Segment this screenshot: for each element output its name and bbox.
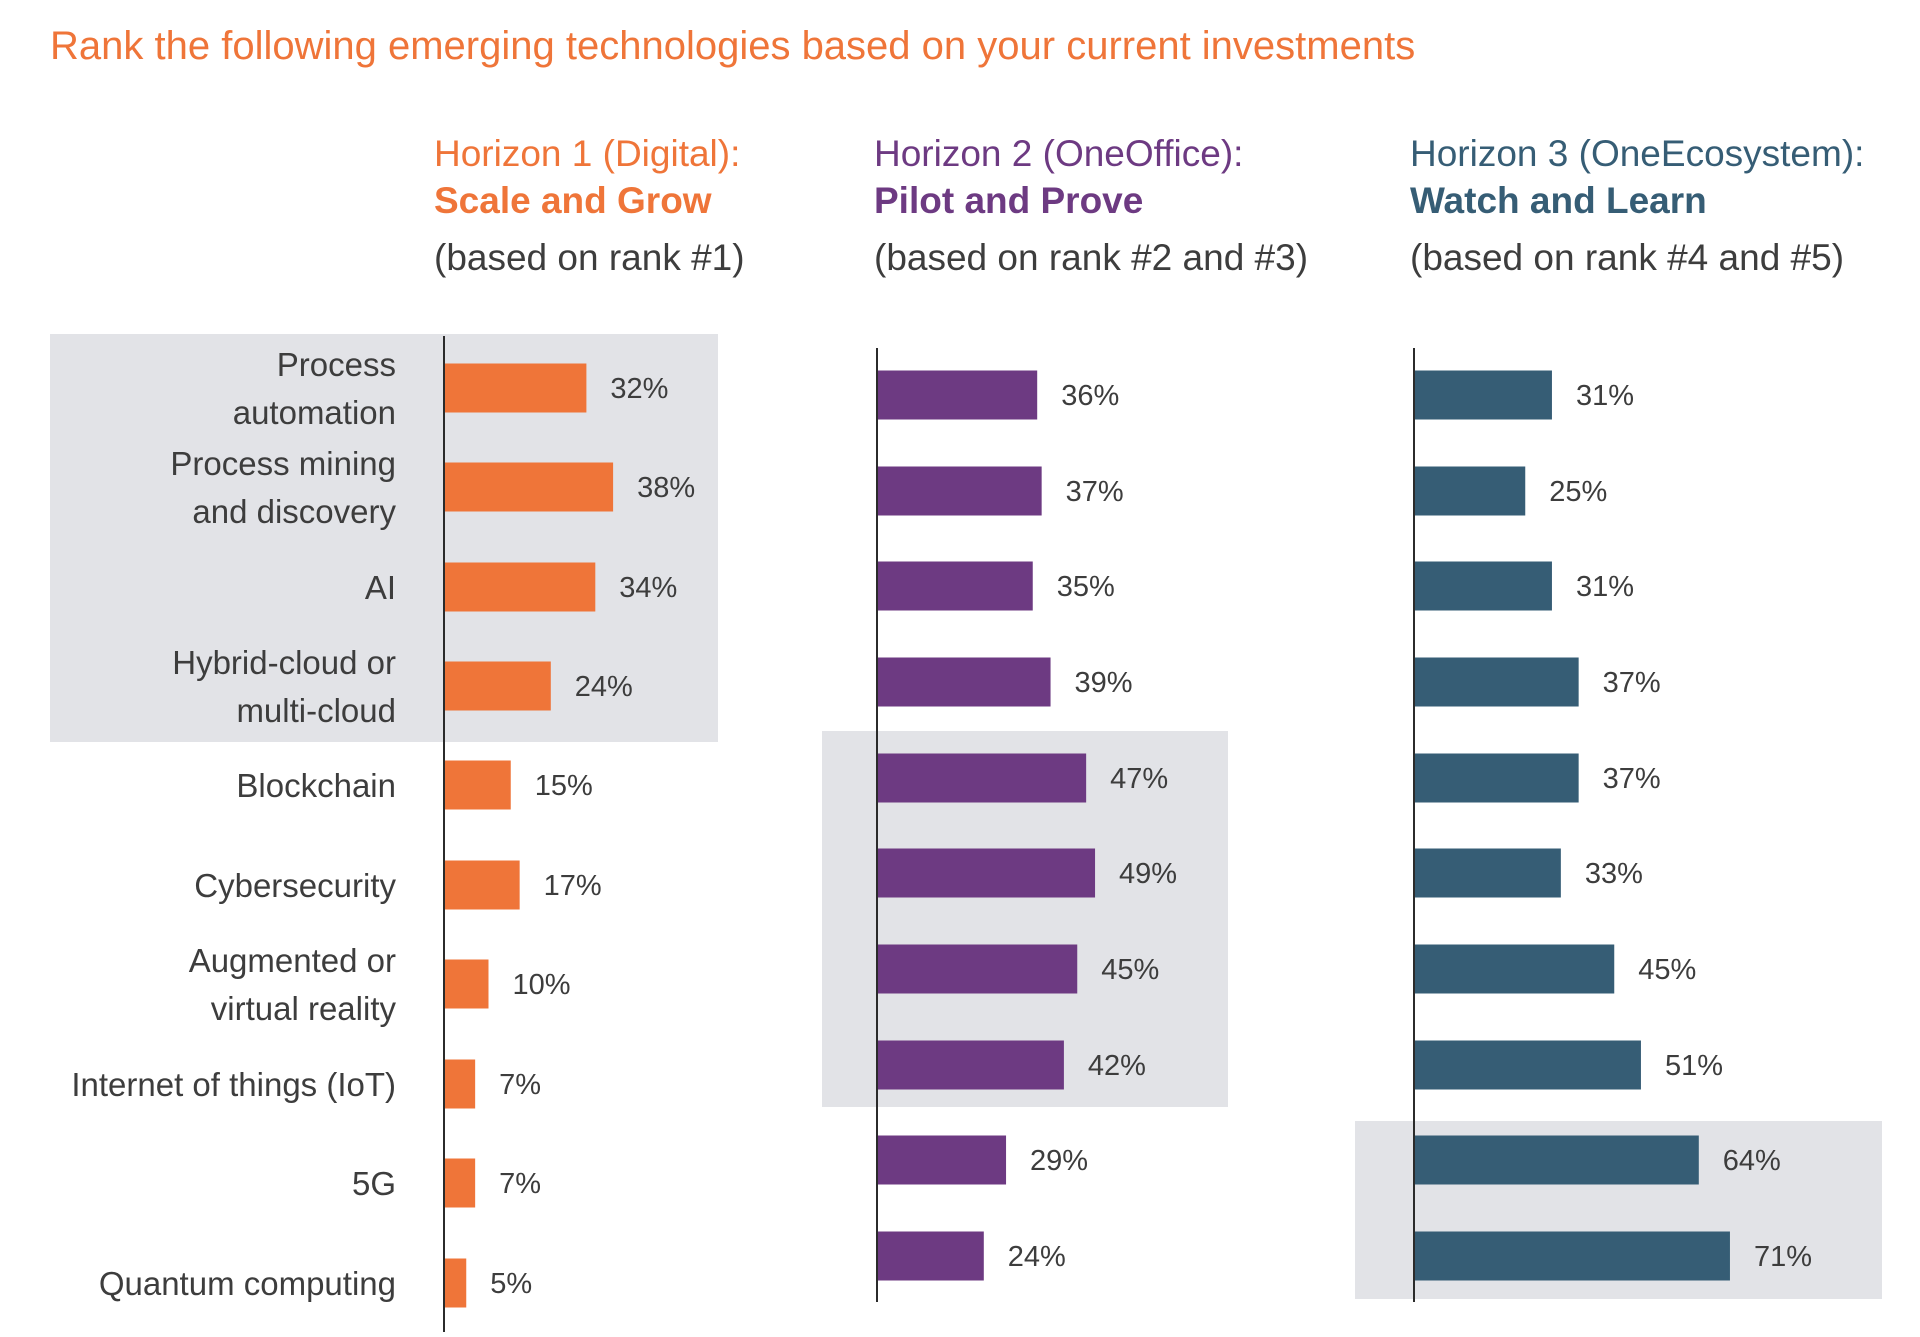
category-label-7-line-2: virtual reality — [211, 990, 397, 1027]
horizon-3-bar-1 — [1414, 370, 1552, 420]
horizon-1-data-label-9: 7% — [499, 1168, 541, 1200]
horizon-2-title: Horizon 2 (OneOffice): — [874, 133, 1244, 174]
horizon-2-header: Horizon 2 (OneOffice): Pilot and Prove (… — [874, 130, 1308, 281]
horizon-1-data-label-6: 17% — [544, 870, 602, 902]
horizon-3-data-label-5: 37% — [1603, 763, 1661, 795]
horizon-1-bar-9 — [444, 1158, 476, 1208]
horizon-3-data-label-1: 31% — [1576, 380, 1634, 412]
horizon-1-data-label-4: 24% — [575, 671, 633, 703]
horizon-2-data-label-6: 49% — [1119, 858, 1177, 890]
horizon-2-bar-10 — [877, 1231, 984, 1281]
horizon-1-data-label-1: 32% — [610, 373, 668, 405]
horizon-1-data-label-10: 5% — [490, 1268, 532, 1300]
horizon-2-bar-2 — [877, 466, 1042, 516]
horizon-3-data-label-9: 64% — [1723, 1145, 1781, 1177]
horizon-3-header: Horizon 3 (OneEcosystem): Watch and Lear… — [1410, 130, 1864, 281]
category-label-2-line-2: and discovery — [192, 493, 396, 530]
horizon-2-data-label-9: 29% — [1030, 1145, 1088, 1177]
horizon-3-bar-6 — [1414, 848, 1561, 898]
horizon-2-bar-4 — [877, 657, 1051, 707]
horizon-2-bar-8 — [877, 1040, 1064, 1090]
category-label-1-line-2: automation — [233, 394, 396, 431]
horizon-2-bar-9 — [877, 1135, 1007, 1185]
horizon-3-basis: (based on rank #4 and #5) — [1410, 237, 1845, 278]
horizon-2-data-label-10: 24% — [1008, 1241, 1066, 1273]
horizon-1-basis: (based on rank #1) — [434, 237, 745, 278]
category-label-4-line-2: multi-cloud — [236, 692, 396, 729]
horizon-3-data-label-6: 33% — [1585, 858, 1643, 890]
category-label-9: 5G — [352, 1165, 396, 1202]
horizon-2-data-label-8: 42% — [1088, 1050, 1146, 1082]
horizon-3-bar-10 — [1414, 1231, 1730, 1281]
category-label-8: Internet of things (IoT) — [71, 1066, 396, 1103]
horizon-2-data-label-5: 47% — [1110, 763, 1168, 795]
horizon-3-bar-9 — [1414, 1135, 1699, 1185]
horizon-2-bar-3 — [877, 561, 1033, 611]
category-label-1-line-1: Process — [277, 346, 396, 383]
horizon-1-title: Horizon 1 (Digital): — [434, 133, 741, 174]
horizon-3-data-label-8: 51% — [1665, 1050, 1723, 1082]
category-label-6: Cybersecurity — [194, 867, 396, 904]
horizon-1-data-label-2: 38% — [637, 472, 695, 504]
horizon-3-bar-8 — [1414, 1040, 1641, 1090]
horizon-1-bar-7 — [444, 959, 489, 1009]
horizon-1-bar-1 — [444, 363, 587, 413]
horizon-1-bar-2 — [444, 462, 614, 512]
category-label-3: AI — [365, 569, 396, 606]
horizon-3-data-label-3: 31% — [1576, 571, 1634, 603]
horizon-2-data-label-4: 39% — [1075, 667, 1133, 699]
horizon-3-data-label-7: 45% — [1638, 954, 1696, 986]
horizon-2-data-label-1: 36% — [1061, 380, 1119, 412]
horizon-3-data-label-2: 25% — [1549, 476, 1607, 508]
horizon-2-data-label-2: 37% — [1066, 476, 1124, 508]
category-label-2-line-1: Process mining — [170, 445, 396, 482]
horizon-3-bar-3 — [1414, 561, 1552, 611]
horizon-2-bar-1 — [877, 370, 1038, 420]
horizon-1-bar-5 — [444, 760, 511, 810]
horizon-1-header: Horizon 1 (Digital): Scale and Grow (bas… — [434, 130, 745, 281]
horizon-3-bar-2 — [1414, 466, 1526, 516]
marks-layer: 32% Process automation 38% Process mining and… — [71, 336, 1812, 1332]
horizon-1-data-label-5: 15% — [535, 770, 593, 802]
horizon-2-basis: (based on rank #2 and #3) — [874, 237, 1309, 278]
horizon-2-data-label-7: 45% — [1101, 954, 1159, 986]
horizon-1-data-label-3: 34% — [619, 572, 677, 604]
horizon-1-highlight-band — [50, 334, 718, 742]
horizon-2-bar-7 — [877, 944, 1078, 994]
horizon-1-bar-4 — [444, 661, 551, 711]
horizon-1-data-label-8: 7% — [499, 1069, 541, 1101]
category-label-10: Quantum computing — [99, 1265, 396, 1302]
horizon-2-data-label-3: 35% — [1057, 571, 1115, 603]
chart-title: Rank the following emerging technologies… — [50, 24, 1416, 68]
horizon-3-bar-7 — [1414, 944, 1615, 994]
horizon-3-data-label-4: 37% — [1603, 667, 1661, 699]
horizon-2-bar-5 — [877, 753, 1087, 803]
horizon-1-bar-6 — [444, 860, 520, 910]
horizon-1-bar-3 — [444, 562, 596, 612]
horizon-3-title: Horizon 3 (OneEcosystem): — [1410, 133, 1865, 174]
horizon-2-subtitle: Pilot and Prove — [874, 180, 1144, 221]
horizon-3-data-label-10: 71% — [1754, 1241, 1812, 1273]
horizon-3-bar-5 — [1414, 753, 1579, 803]
horizon-3-bar-4 — [1414, 657, 1579, 707]
category-label-4-line-1: Hybrid-cloud or — [172, 644, 396, 681]
horizon-1-subtitle: Scale and Grow — [434, 180, 712, 221]
horizon-1-data-label-7: 10% — [513, 969, 571, 1001]
horizon-3-subtitle: Watch and Learn — [1410, 180, 1707, 221]
category-label-5: Blockchain — [236, 767, 396, 804]
horizon-2-bar-6 — [877, 848, 1096, 898]
horizon-1-bar-10 — [444, 1258, 467, 1308]
horizon-1-bar-8 — [444, 1059, 476, 1109]
category-label-7-line-1: Augmented or — [189, 942, 396, 979]
